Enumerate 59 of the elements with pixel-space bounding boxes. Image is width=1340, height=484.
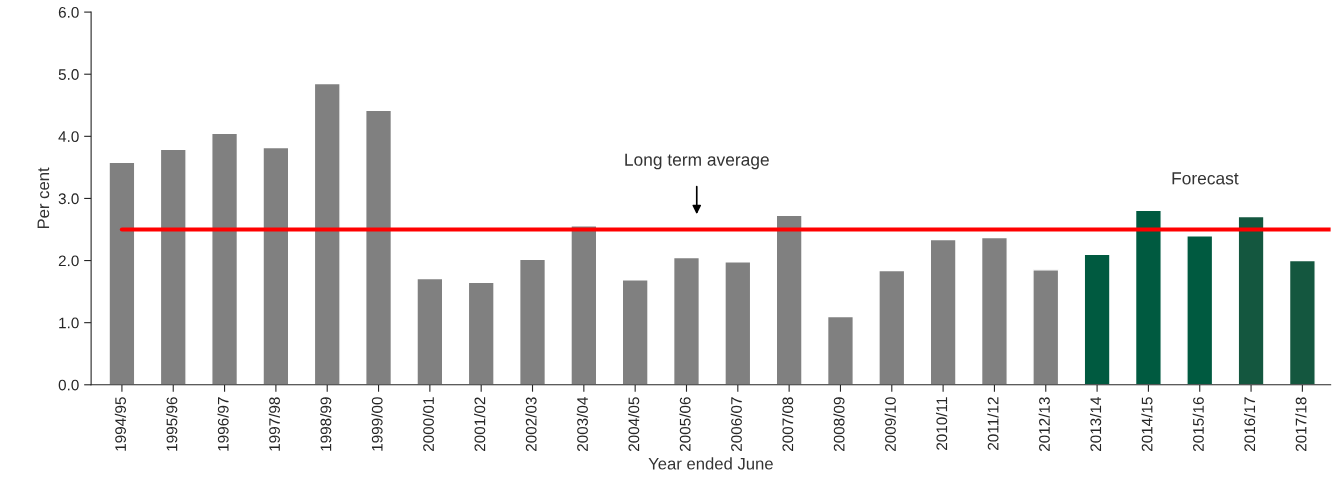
x-tick-label: 1998/99 [320, 397, 332, 451]
bar [211, 132, 239, 385]
x-tick-label: 1997/98 [268, 397, 280, 451]
x-tick-label: 2014/15 [1141, 397, 1153, 452]
bar [929, 238, 957, 385]
y-tick-label: 4.0 [58, 131, 79, 143]
bar [980, 236, 1008, 385]
x-tick-label: 1999/00 [371, 397, 383, 451]
bar [621, 279, 649, 385]
annotation: Forecast [1172, 172, 1239, 185]
x-tick-label: 2005/06 [679, 397, 691, 452]
x-tick-label: 2006/07 [730, 397, 742, 452]
bar [159, 148, 187, 385]
y-tick-label: 6.0 [58, 6, 79, 18]
y-axis-title: Per cent [37, 167, 50, 229]
x-tick-label: 2015/16 [1192, 397, 1204, 452]
y-tick-label: 0.0 [58, 379, 79, 391]
x-tick-label: 2000/01 [422, 397, 434, 452]
bar [1237, 215, 1265, 385]
bar [1032, 269, 1060, 385]
x-tick-label: 2004/05 [628, 397, 640, 452]
y-tick-label: 3.0 [58, 193, 79, 205]
bar [570, 225, 598, 385]
x-tick-label: 2016/17 [1243, 397, 1256, 452]
x-tick-label: 2017/18 [1295, 397, 1307, 452]
x-tick-label: 2009/10 [884, 397, 896, 452]
x-tick-label: 2007/08 [782, 397, 794, 452]
bar [1186, 235, 1214, 385]
y-tick-label: 1.0 [59, 317, 79, 329]
bar [262, 146, 290, 385]
x-tick-label: 2010/11 [935, 397, 948, 450]
x-tick-label: 2008/09 [833, 397, 845, 452]
x-tick-label: 1996/97 [217, 397, 229, 451]
bar [108, 161, 136, 385]
bar [467, 281, 495, 385]
x-tick-label: 2011/12 [987, 397, 999, 450]
x-axis-title: Year ended June [648, 457, 773, 470]
bar [1083, 253, 1111, 385]
bar [672, 256, 701, 385]
bar [1288, 259, 1316, 385]
bar [775, 214, 803, 385]
x-tick-label: 2003/04 [576, 397, 588, 452]
y-tick-label: 2.0 [58, 255, 79, 267]
x-tick-label: 2001/02 [474, 397, 486, 452]
annotation: Long term average [625, 153, 769, 170]
bar [1134, 209, 1162, 385]
x-tick-label: 2002/03 [525, 397, 537, 452]
bar [518, 258, 547, 385]
bar [724, 261, 752, 385]
x-tick-label: 2012/13 [1038, 397, 1050, 452]
y-tick-label: 5.0 [58, 69, 79, 80]
x-tick-label: 1995/96 [166, 397, 178, 451]
bar [416, 277, 444, 385]
bar [878, 269, 906, 385]
bar [826, 315, 854, 385]
x-tick-label: 2013/14 [1089, 397, 1102, 452]
bar [313, 82, 341, 385]
x-tick-label: 1994/95 [114, 397, 127, 451]
bar [365, 109, 393, 385]
